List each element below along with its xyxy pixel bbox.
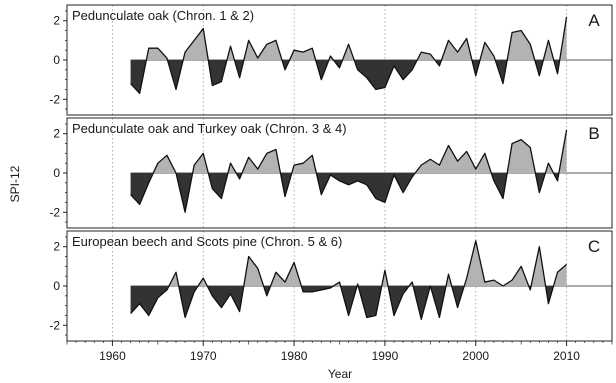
panel-b: -2 0 2 Pedunculate oak and Turkey oak (Chro…	[49, 117, 613, 229]
x-axis-label: Year	[328, 367, 352, 381]
x-tick-label: 1980	[281, 349, 308, 363]
y-tick-label: 2	[53, 240, 60, 254]
positive-area	[130, 16, 567, 60]
y-tick-label: -2	[49, 318, 60, 332]
x-tick-label: 1960	[99, 349, 126, 363]
panel-c: -2 0 2 European beech and Scots pine (Chron…	[49, 230, 613, 342]
x-tick-label: 2000	[462, 349, 489, 363]
x-tick-label: 1990	[372, 349, 399, 363]
negative-area	[130, 60, 567, 94]
panel-title: Pedunculate oak (Chron. 1 & 2)	[72, 8, 254, 23]
panel-letter: B	[588, 124, 599, 143]
y-tick-label: 0	[53, 53, 60, 67]
x-tick-label: 1970	[190, 349, 217, 363]
y-tick-label: 0	[53, 279, 60, 293]
negative-area	[130, 286, 567, 320]
series-line	[130, 129, 568, 213]
series-line	[130, 16, 568, 95]
x-tick-label: 2010	[553, 349, 580, 363]
positive-area	[130, 129, 567, 173]
y-tick-label: 2	[53, 14, 60, 28]
y-tick-label: 2	[53, 127, 60, 141]
panels-group: -202 Pedunculate oak (Chron. 1 & 2) A-202 P…	[49, 4, 613, 342]
negative-area	[130, 173, 567, 213]
panel-title: European beech and Scots pine (Chron. 5 …	[72, 234, 342, 249]
positive-area	[130, 240, 567, 286]
x-axis: 1960 1970 1980 1990 2000 2010	[66, 341, 613, 363]
panel-a: -2 0 2 Pedunculate oak (Chron. 1 & 2) A	[49, 4, 613, 116]
y-tick-label: -2	[49, 92, 60, 106]
y-tick-label: -2	[49, 205, 60, 219]
y-tick-label: 0	[53, 166, 60, 180]
panel-letter: C	[588, 237, 600, 256]
panel-title: Pedunculate oak and Turkey oak (Chron. 3…	[72, 121, 347, 136]
series-line	[130, 240, 568, 321]
y-axis-label: SPI-12	[8, 165, 22, 202]
panel-letter: A	[588, 11, 600, 30]
